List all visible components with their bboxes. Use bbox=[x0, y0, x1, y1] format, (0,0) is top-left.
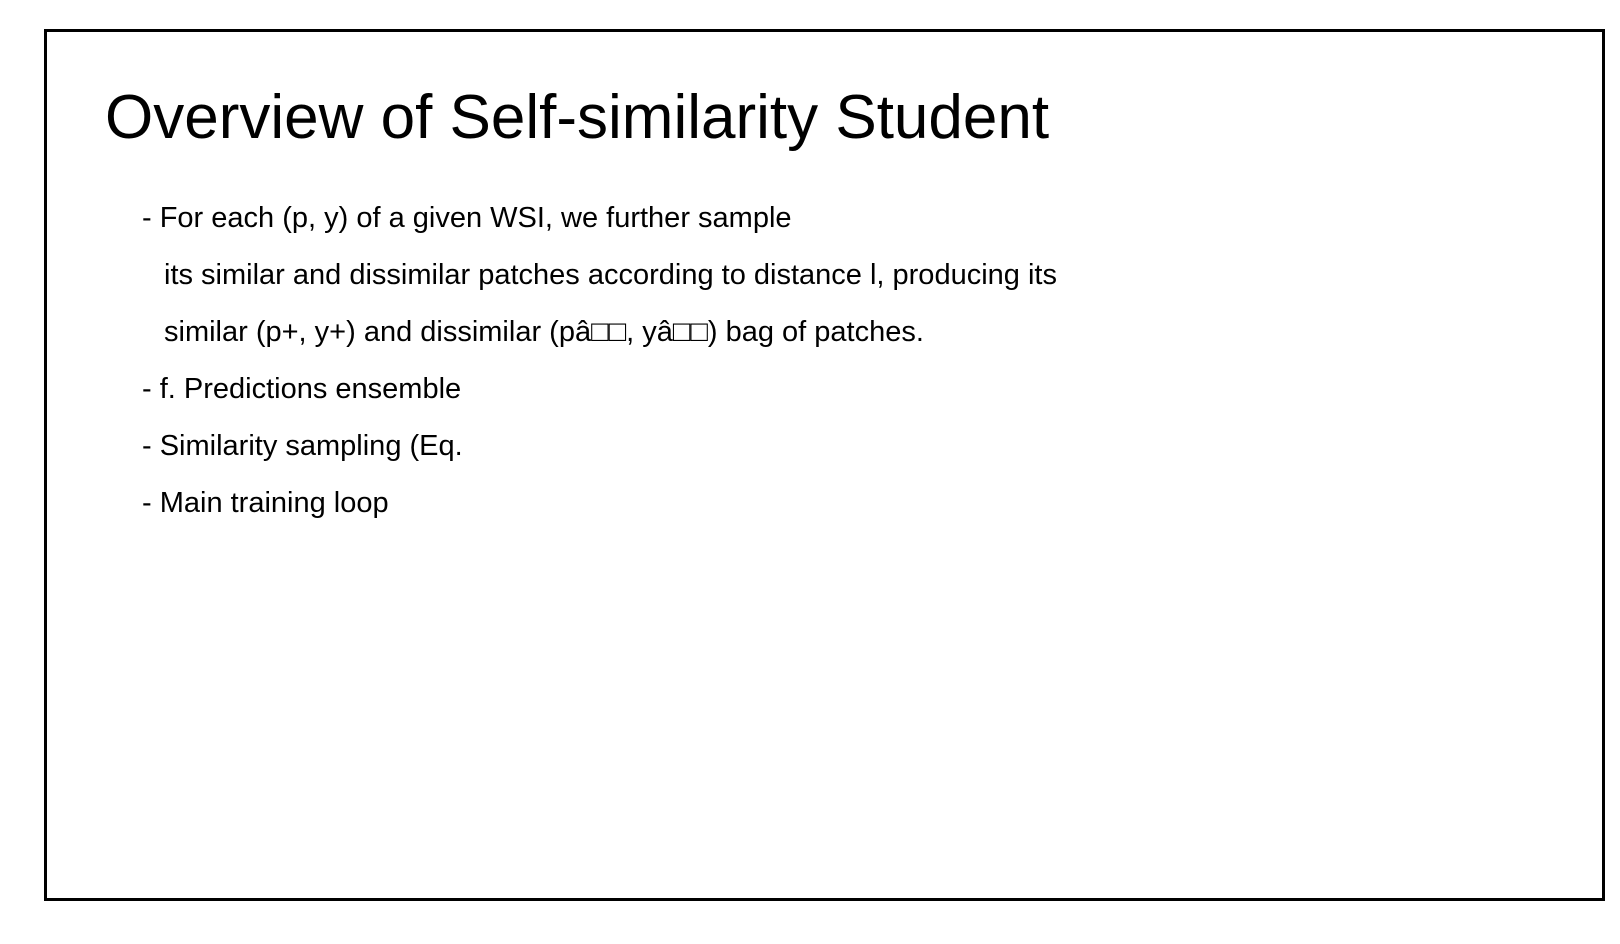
bullet-line-6: - Main training loop bbox=[142, 487, 389, 519]
bullet-line-1: - For each (p, y) of a given WSI, we fur… bbox=[142, 202, 792, 234]
bullet-list: - For each (p, y) of a given WSI, we fur… bbox=[142, 190, 1057, 532]
bullet-line-2: its similar and dissimilar patches accor… bbox=[164, 259, 1057, 291]
bullet-line-3: similar (p+, y+) and dissimilar (pâ□□, y… bbox=[164, 316, 924, 348]
slide-title: Overview of Self-similarity Student bbox=[105, 83, 1050, 152]
bullet-line-4: - f. Predictions ensemble bbox=[142, 373, 462, 405]
slide-frame: Overview of Self-similarity Student - Fo… bbox=[44, 29, 1605, 901]
bullet-line-5: - Similarity sampling (Eq. bbox=[142, 430, 463, 462]
